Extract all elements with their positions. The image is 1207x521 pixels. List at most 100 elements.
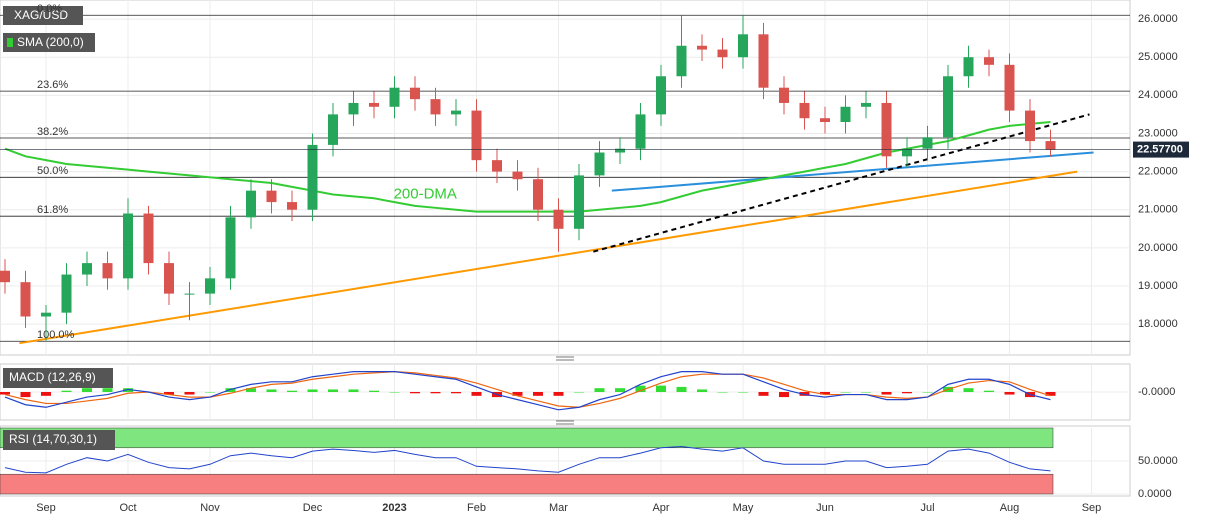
panel-handle[interactable] — [556, 420, 574, 425]
histogram-bar — [840, 392, 851, 393]
y-tick-label: 22.0000 — [1138, 165, 1178, 177]
fib-label: 61.8% — [37, 204, 68, 216]
histogram-bar — [635, 385, 646, 392]
y-tick-label: 26.0000 — [1138, 13, 1178, 25]
candle-body — [1045, 141, 1056, 150]
sma-line — [4, 121, 1051, 213]
candle-body — [799, 102, 810, 119]
histogram-bar — [656, 385, 666, 392]
rsi-title: RSI (14,70,30,1) — [9, 432, 97, 446]
candle-body — [922, 137, 933, 149]
histogram-bar — [697, 389, 707, 392]
legend-box[interactable] — [3, 33, 95, 52]
histogram-bar — [471, 392, 482, 396]
histogram-bar — [963, 388, 974, 392]
histogram-bar — [779, 392, 789, 398]
histogram-bar — [328, 389, 338, 392]
histogram-bar — [410, 392, 420, 394]
histogram-bar — [717, 392, 728, 393]
candle-body — [492, 160, 502, 172]
candle-body — [594, 152, 605, 176]
candle-body — [389, 87, 400, 107]
x-tick-label: Jun — [816, 502, 834, 514]
histogram-bar — [881, 392, 892, 395]
histogram-bar — [1045, 392, 1056, 396]
candle-body — [41, 312, 51, 317]
histogram-bar — [430, 392, 441, 394]
histogram-bar — [820, 392, 830, 395]
macd-title-box[interactable] — [3, 368, 113, 388]
candle-body — [0, 270, 10, 283]
x-tick-label: Apr — [652, 502, 669, 514]
x-tick-label: Aug — [1000, 502, 1020, 514]
histogram-bar — [512, 392, 523, 396]
histogram-bar — [738, 392, 748, 393]
title-box[interactable] — [3, 6, 83, 25]
candle-body — [20, 282, 31, 317]
candle-body — [205, 278, 215, 294]
histogram-bar — [205, 392, 215, 393]
histogram-bar — [266, 389, 277, 392]
y-tick-label: -0.0000 — [1138, 386, 1175, 398]
candle-body — [287, 202, 297, 210]
histogram-bar — [861, 392, 871, 393]
candle-body — [697, 45, 707, 50]
candle-body — [902, 148, 912, 157]
y-tick-label: 50.0000 — [1138, 455, 1178, 467]
histogram-bar — [451, 392, 461, 394]
candle-body — [61, 274, 72, 313]
chart-title: XAG/USD — [14, 8, 68, 22]
candle-body — [881, 102, 892, 157]
y-tick-label: 25.0000 — [1138, 51, 1178, 63]
x-tick-label: Dec — [303, 502, 323, 514]
rsi-title-box[interactable] — [3, 430, 115, 450]
candle-body — [533, 179, 543, 210]
rsi-band — [0, 473, 1054, 495]
candle-body — [840, 106, 851, 123]
y-tick-label: 20.0000 — [1138, 242, 1178, 254]
histogram-bar — [102, 388, 113, 392]
candle-body — [143, 213, 154, 264]
x-tick-label: Oct — [119, 502, 136, 514]
histogram-bar — [799, 392, 810, 396]
candle-body — [512, 171, 523, 180]
rsi-band — [0, 427, 1054, 449]
candle-body — [410, 87, 420, 100]
y-tick-label: 23.0000 — [1138, 127, 1178, 139]
histogram-bar — [287, 390, 297, 392]
candle-body — [123, 213, 133, 279]
fib-label: 50.0% — [37, 165, 68, 177]
candle-body — [861, 102, 871, 107]
x-tick-label: Feb — [467, 502, 486, 514]
candle-body — [451, 110, 461, 115]
candle-body — [225, 217, 236, 279]
histogram-bar — [1004, 392, 1015, 395]
candle-body — [328, 114, 338, 145]
labels: XAG/USD SMA (200,0) MACD (12,26,9) RSI (… — [3, 3, 1189, 514]
histogram-bar — [758, 392, 769, 396]
histogram-bar — [984, 390, 994, 392]
candle-body — [471, 110, 482, 161]
y-tick-label: 21.0000 — [1138, 204, 1178, 216]
grid — [0, 0, 1130, 495]
trendline — [611, 151, 1094, 192]
last-price-box — [1133, 141, 1189, 158]
candle-body — [430, 99, 441, 115]
histogram-bar — [369, 390, 379, 392]
histogram-bar — [123, 388, 133, 392]
legend-swatch — [7, 38, 13, 47]
x-tick-label: 2023 — [382, 502, 406, 514]
candle-body — [984, 57, 994, 65]
fib-label: 100.0% — [37, 329, 75, 341]
macd-title: MACD (12,26,9) — [9, 370, 96, 384]
panel-handle[interactable] — [556, 356, 574, 361]
marks — [0, 14, 1130, 474]
candle-body — [164, 263, 174, 294]
candle-body — [553, 209, 564, 229]
x-tick-label: Sep — [36, 502, 56, 514]
histogram-bar — [164, 392, 174, 395]
histogram-bar — [615, 388, 625, 392]
candle-body — [102, 263, 113, 279]
signal-line — [4, 371, 1051, 408]
candle-body — [574, 175, 584, 229]
